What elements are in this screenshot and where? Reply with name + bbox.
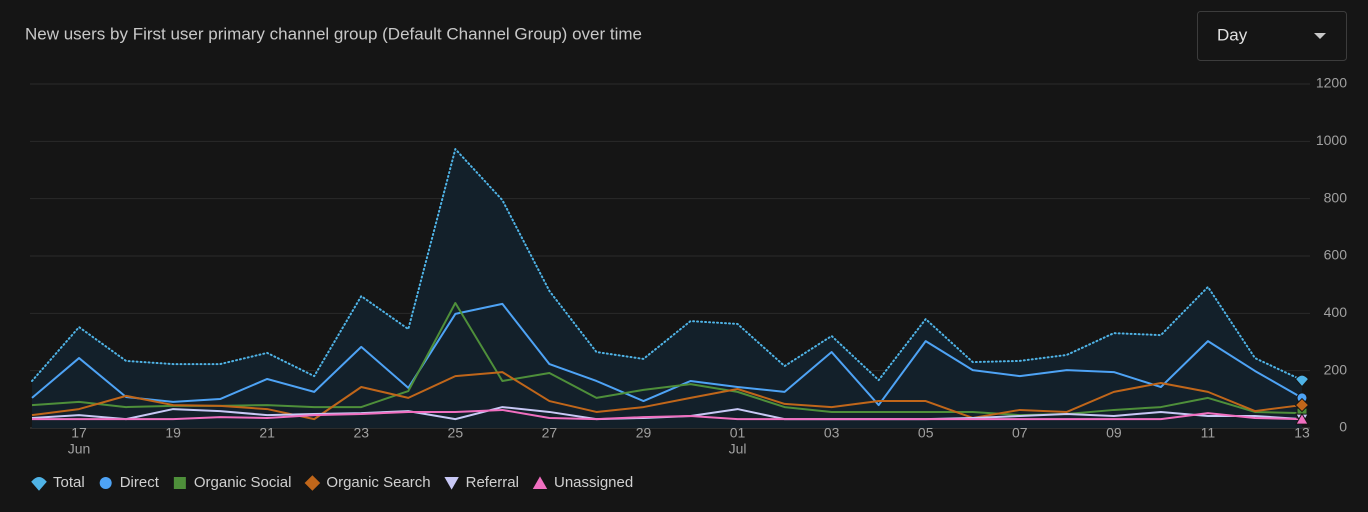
legend-marker xyxy=(304,475,321,491)
legend-marker xyxy=(31,477,47,491)
end-marker xyxy=(1294,397,1310,413)
y-tick-label: 400 xyxy=(1324,304,1348,320)
x-month-label: Jul xyxy=(729,441,747,457)
dropdown[interactable]: Day xyxy=(1197,11,1347,61)
legend-marker xyxy=(173,477,186,489)
series-line xyxy=(32,408,1303,421)
end-marker xyxy=(1294,374,1310,388)
dropdown-arrow[interactable] xyxy=(1314,33,1326,39)
legend-marker xyxy=(444,477,459,490)
legend-label: Total xyxy=(53,474,85,491)
y-tick-label: 600 xyxy=(1324,247,1348,263)
legend-label: Organic Social xyxy=(194,474,292,491)
legend-label: Referral xyxy=(466,474,519,491)
y-tick-label: 200 xyxy=(1324,361,1348,377)
x-tick-label: 19 xyxy=(165,425,181,441)
x-tick-label: 11 xyxy=(1201,425,1216,441)
series-line xyxy=(31,148,1303,382)
series-line xyxy=(31,302,1303,417)
legend-marker xyxy=(532,476,548,489)
x-tick-label: 23 xyxy=(353,425,369,441)
dropdown-box[interactable] xyxy=(1197,11,1347,61)
dropdown-label[interactable]: Day xyxy=(1217,25,1248,44)
x-tick-label: 21 xyxy=(259,425,275,441)
x-tick-label: 05 xyxy=(918,425,934,441)
y-tick-label: 1200 xyxy=(1316,75,1347,91)
legend-label: Direct xyxy=(120,474,160,491)
legend-marker xyxy=(99,477,112,489)
y-tick-label: 0 xyxy=(1339,419,1347,435)
x-tick-label: 01 xyxy=(730,425,746,441)
x-tick-label: 07 xyxy=(1012,425,1028,441)
y-tick-label: 1000 xyxy=(1316,132,1347,148)
legend-label: Unassigned xyxy=(554,474,633,491)
end-marker xyxy=(1295,412,1309,425)
x-tick-label: 25 xyxy=(448,425,464,441)
x-tick-label: 13 xyxy=(1294,425,1310,441)
y-tick-label: 800 xyxy=(1324,189,1348,205)
x-month-label: Jun xyxy=(68,441,91,457)
series-line xyxy=(31,371,1303,421)
x-tick-label: 29 xyxy=(636,425,652,441)
series-line xyxy=(31,302,1303,407)
x-tick-label: 17 xyxy=(71,425,87,441)
x-tick-label: 03 xyxy=(824,425,840,441)
x-tick-label: 09 xyxy=(1106,425,1122,441)
legend-label: Organic Search xyxy=(326,474,430,491)
chart-title: New users by First user primary channel … xyxy=(25,24,642,43)
x-tick-label: 27 xyxy=(542,425,558,441)
